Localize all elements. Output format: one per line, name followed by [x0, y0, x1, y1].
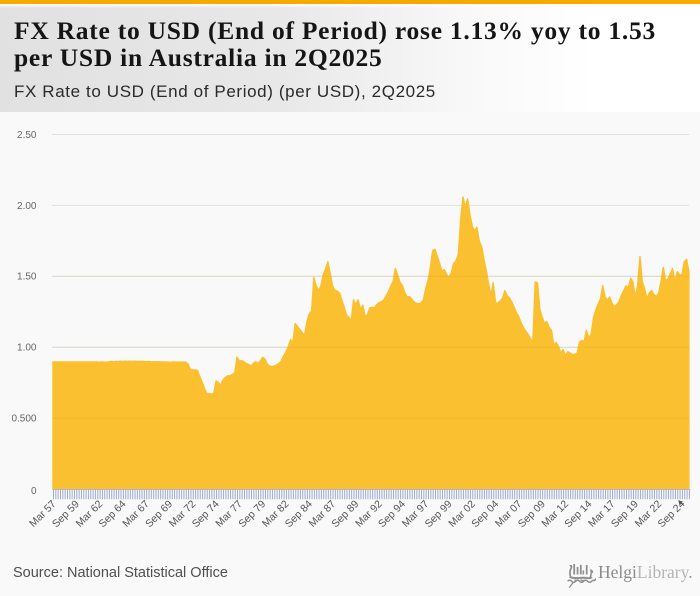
svg-text:2.00: 2.00	[17, 201, 37, 212]
svg-text:2.50: 2.50	[17, 130, 37, 141]
svg-text:0.500: 0.500	[11, 414, 36, 425]
svg-text:0: 0	[31, 486, 37, 497]
svg-text:1.50: 1.50	[17, 272, 37, 283]
svg-text:1.00: 1.00	[17, 343, 37, 354]
